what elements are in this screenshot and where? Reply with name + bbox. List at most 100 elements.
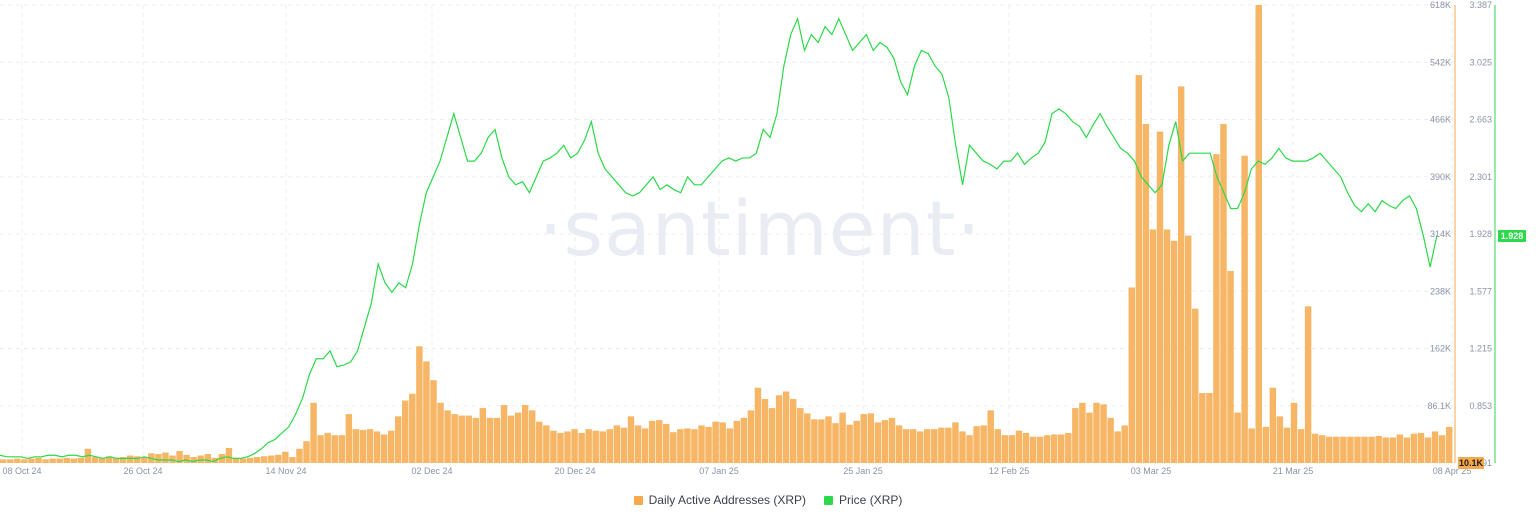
price-line xyxy=(0,16,1438,463)
address-bar xyxy=(895,425,903,463)
right-last-value-badge xyxy=(1498,230,1526,242)
address-bar xyxy=(1311,433,1319,463)
address-bar xyxy=(409,393,416,463)
address-bar xyxy=(592,430,599,463)
address-bar xyxy=(1128,287,1135,463)
address-bar xyxy=(775,395,783,463)
address-bar xyxy=(0,459,7,463)
address-bar xyxy=(1382,437,1389,463)
address-bar xyxy=(719,422,726,463)
address-bar xyxy=(303,441,310,463)
right-tick-label: 2.663 xyxy=(1469,115,1492,125)
address-bar xyxy=(169,455,176,463)
left-tick-label: 238K xyxy=(1430,286,1451,296)
address-bar xyxy=(613,425,621,463)
address-bar xyxy=(818,419,825,463)
left-last-value-badge xyxy=(1458,457,1484,469)
address-bar xyxy=(677,429,684,463)
address-bar xyxy=(1170,240,1178,463)
address-bar xyxy=(183,454,190,463)
address-bar xyxy=(134,456,141,463)
address-bar xyxy=(465,415,472,463)
legend-label-active-addresses: Daily Active Addresses (XRP) xyxy=(648,493,807,507)
address-bar xyxy=(536,421,543,463)
address-bar xyxy=(627,416,635,463)
left-tick-label: 466K xyxy=(1430,115,1451,125)
address-bar xyxy=(1241,155,1248,463)
address-bar xyxy=(733,420,740,463)
address-bar xyxy=(1206,393,1213,463)
address-bar xyxy=(641,428,649,463)
left-last-value-label: 10.1K xyxy=(1459,458,1484,468)
address-bar xyxy=(1438,435,1446,463)
x-tick-label: 07 Jan 25 xyxy=(699,466,739,476)
address-bar xyxy=(1043,435,1051,463)
address-bar xyxy=(1050,434,1058,463)
address-bar xyxy=(521,405,529,463)
address-bar xyxy=(112,457,120,463)
address-bar xyxy=(345,414,353,463)
address-bar xyxy=(747,410,755,463)
address-bar xyxy=(698,425,705,463)
right-tick-label: 1.215 xyxy=(1469,344,1492,354)
address-bar xyxy=(924,429,931,463)
address-bar xyxy=(1297,429,1305,463)
address-bar xyxy=(811,419,818,463)
address-bar xyxy=(797,408,804,463)
address-bar xyxy=(825,416,832,463)
address-bar xyxy=(1255,5,1262,463)
address-bar xyxy=(317,435,324,463)
address-bar xyxy=(77,457,85,463)
address-bar xyxy=(1065,432,1072,463)
address-bar xyxy=(479,408,487,463)
address-bar xyxy=(451,414,458,463)
right-tick-label: 2.301 xyxy=(1469,172,1492,182)
x-tick-label: 12 Feb 25 xyxy=(989,466,1030,476)
address-bar xyxy=(768,408,776,463)
address-bar xyxy=(225,448,233,463)
address-bar xyxy=(331,435,338,463)
address-bar xyxy=(35,457,42,463)
address-bar xyxy=(550,430,557,463)
address-bar xyxy=(289,457,296,463)
address-bar xyxy=(1354,436,1361,463)
address-bar xyxy=(1093,402,1100,463)
address-bar xyxy=(846,424,853,463)
address-bar xyxy=(1283,427,1291,463)
address-bar xyxy=(380,434,388,463)
x-tick-label: 25 Jan 25 xyxy=(843,466,883,476)
address-bar xyxy=(705,426,712,463)
address-bar xyxy=(1199,393,1206,463)
address-bar xyxy=(1022,432,1030,463)
address-bar xyxy=(70,458,77,463)
address-bar xyxy=(190,457,197,463)
address-bar xyxy=(1163,229,1171,463)
address-bar xyxy=(1107,417,1114,463)
address-bar xyxy=(1234,412,1241,463)
x-axis-ticks: 08 Oct 24 26 Oct 24 14 Nov 24 02 Dec 24 20 D… xyxy=(2,466,1471,476)
address-bar xyxy=(507,415,515,463)
address-bar xyxy=(1431,431,1439,463)
legend-item-price[interactable]: Price (XRP) xyxy=(824,493,902,507)
address-bar xyxy=(1184,235,1192,463)
address-bar xyxy=(1008,435,1016,463)
address-bar xyxy=(931,429,938,463)
address-bar xyxy=(1326,436,1333,463)
address-bar xyxy=(987,410,994,463)
address-bar xyxy=(437,402,444,463)
santiment-watermark: ·santiment· xyxy=(538,184,981,273)
address-bar xyxy=(402,400,409,463)
address-bar xyxy=(1156,131,1164,463)
legend-item-active-addresses[interactable]: Daily Active Addresses (XRP) xyxy=(633,493,807,507)
address-bar xyxy=(1304,306,1312,463)
address-bar xyxy=(1417,432,1425,463)
address-bar xyxy=(1248,428,1255,463)
address-bar xyxy=(952,422,959,463)
address-bar xyxy=(1079,402,1086,463)
address-bar xyxy=(980,425,987,463)
address-bar xyxy=(916,431,924,463)
address-bar xyxy=(691,429,698,463)
address-bar xyxy=(21,459,28,463)
address-bar xyxy=(275,454,282,463)
